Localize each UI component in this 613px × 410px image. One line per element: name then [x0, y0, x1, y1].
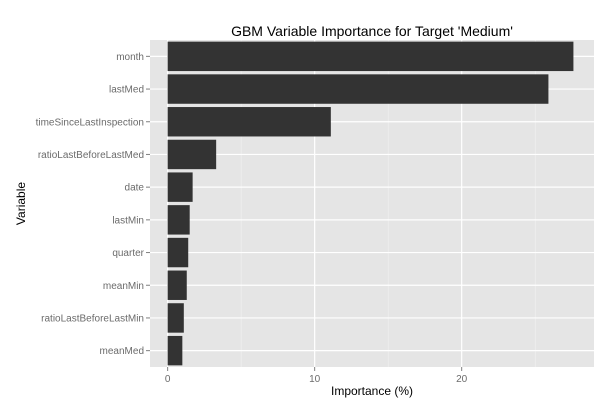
y-tick-label: month [116, 52, 144, 63]
bar-lastMin [167, 205, 190, 235]
x-tick-label: 0 [165, 374, 171, 385]
x-axis-ticks: 0 10 20 [165, 367, 468, 385]
y-axis-title: Variable [14, 182, 28, 225]
y-tick-label: ratioLastBeforeLastMed [38, 150, 144, 161]
bar-meanMin [167, 270, 187, 300]
bar-timeSinceLastInspection [167, 107, 331, 137]
y-tick-label: quarter [112, 248, 144, 259]
y-tick-label: ratioLastBeforeLastMin [41, 313, 144, 324]
bar-month [167, 41, 574, 72]
x-tick-label: 20 [456, 374, 468, 385]
x-axis-title: Importance (%) [331, 384, 413, 398]
bar-lastMed [167, 74, 549, 104]
bar-ratioLastBeforeLastMin [167, 303, 184, 333]
y-tick-label: lastMin [112, 215, 144, 226]
y-tick-label: lastMed [109, 85, 144, 96]
bar-quarter [167, 237, 189, 268]
y-tick-label: meanMed [100, 346, 144, 357]
y-tick-label: timeSinceLastInspection [36, 117, 144, 128]
bar-ratioLastBeforeLastMed [167, 139, 217, 170]
y-tick-label: date [125, 183, 145, 194]
y-axis-ticks: month lastMed timeSinceLastInspection ratio… [36, 52, 150, 357]
chart-title: GBM Variable Importance for Target 'Medi… [231, 23, 513, 39]
bar-date [167, 172, 193, 202]
bars [167, 41, 574, 366]
bar-meanMed [167, 335, 183, 366]
y-tick-label: meanMin [103, 281, 144, 292]
x-tick-label: 10 [309, 374, 321, 385]
